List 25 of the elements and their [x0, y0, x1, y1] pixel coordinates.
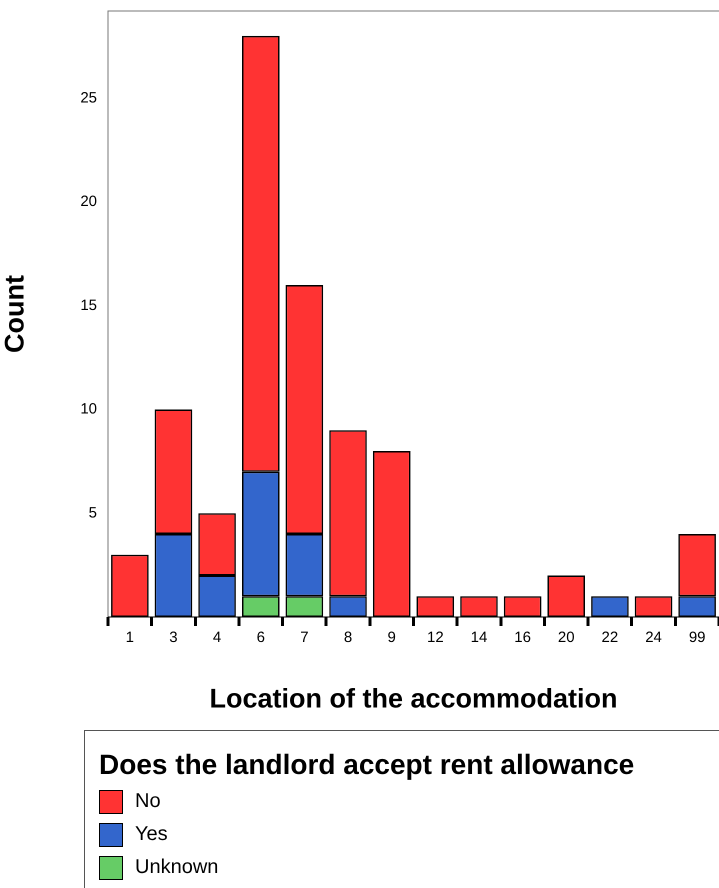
legend-label: No [135, 790, 161, 813]
y-tick-label: 15 [80, 296, 97, 314]
x-tick-label: 99 [688, 629, 706, 646]
x-tick-label: 6 [256, 629, 265, 646]
y-tick-label: 10 [80, 400, 97, 418]
x-axis-title: Location of the accommodation [209, 683, 618, 714]
x-tick-label: 14 [470, 629, 488, 646]
y-tick-label: 5 [88, 504, 97, 522]
y-axis-title: Count [0, 275, 30, 353]
x-tick-label: 22 [602, 629, 618, 646]
legend-label: Yes [135, 823, 168, 846]
x-tick-label: 9 [388, 629, 396, 646]
x-tick-label: 3 [169, 629, 178, 646]
x-tick-label: 4 [212, 629, 222, 646]
x-tick-label: 24 [645, 629, 662, 646]
x-tick-label: 1 [126, 629, 134, 646]
x-tick-label: 8 [344, 629, 352, 646]
y-tick-label: 25 [80, 89, 97, 106]
x-tick-label: 16 [514, 629, 531, 646]
x-tick-label: 20 [558, 629, 575, 646]
x-tick-label: 7 [300, 629, 309, 646]
legend-title: Does the landlord accept rent allowance [99, 749, 636, 781]
x-tick-label: 12 [426, 629, 444, 646]
y-tick-label: 20 [80, 193, 97, 210]
legend-label: Unknown [135, 856, 218, 879]
